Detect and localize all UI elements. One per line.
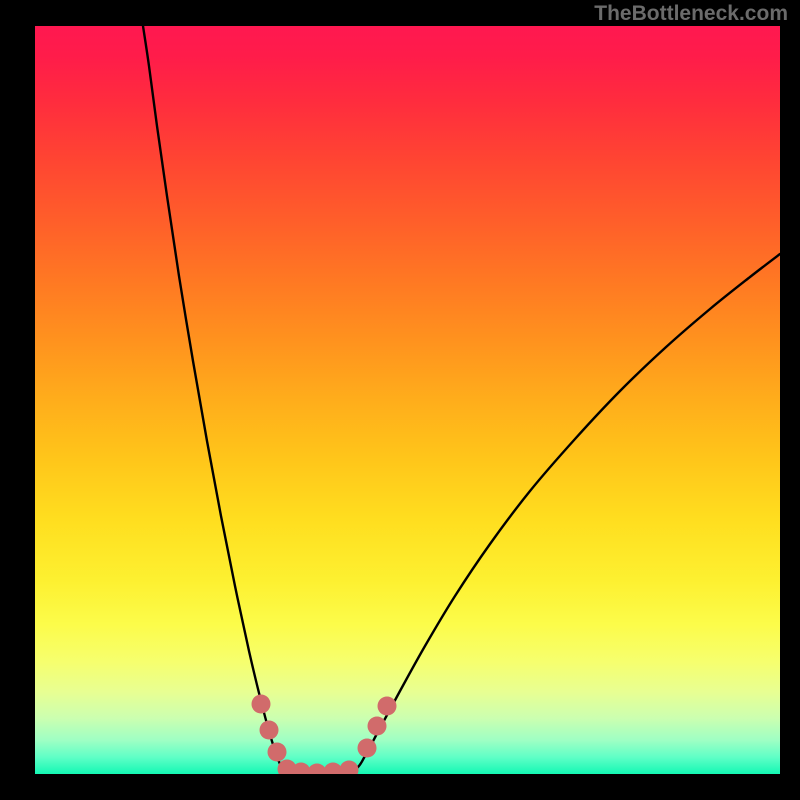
plot-area bbox=[35, 26, 780, 774]
watermark-text: TheBottleneck.com bbox=[594, 2, 788, 26]
marker-dot bbox=[252, 695, 271, 714]
marker-dot bbox=[378, 697, 397, 716]
curve-markers bbox=[252, 695, 397, 775]
chart-container: TheBottleneck.com bbox=[0, 0, 800, 800]
marker-dot bbox=[268, 743, 287, 762]
marker-dot bbox=[324, 763, 343, 775]
marker-dot bbox=[358, 739, 377, 758]
bottleneck-curve bbox=[35, 26, 780, 774]
marker-dot bbox=[340, 761, 359, 775]
marker-dot bbox=[260, 721, 279, 740]
curve-line bbox=[143, 26, 780, 773]
marker-dot bbox=[368, 717, 387, 736]
